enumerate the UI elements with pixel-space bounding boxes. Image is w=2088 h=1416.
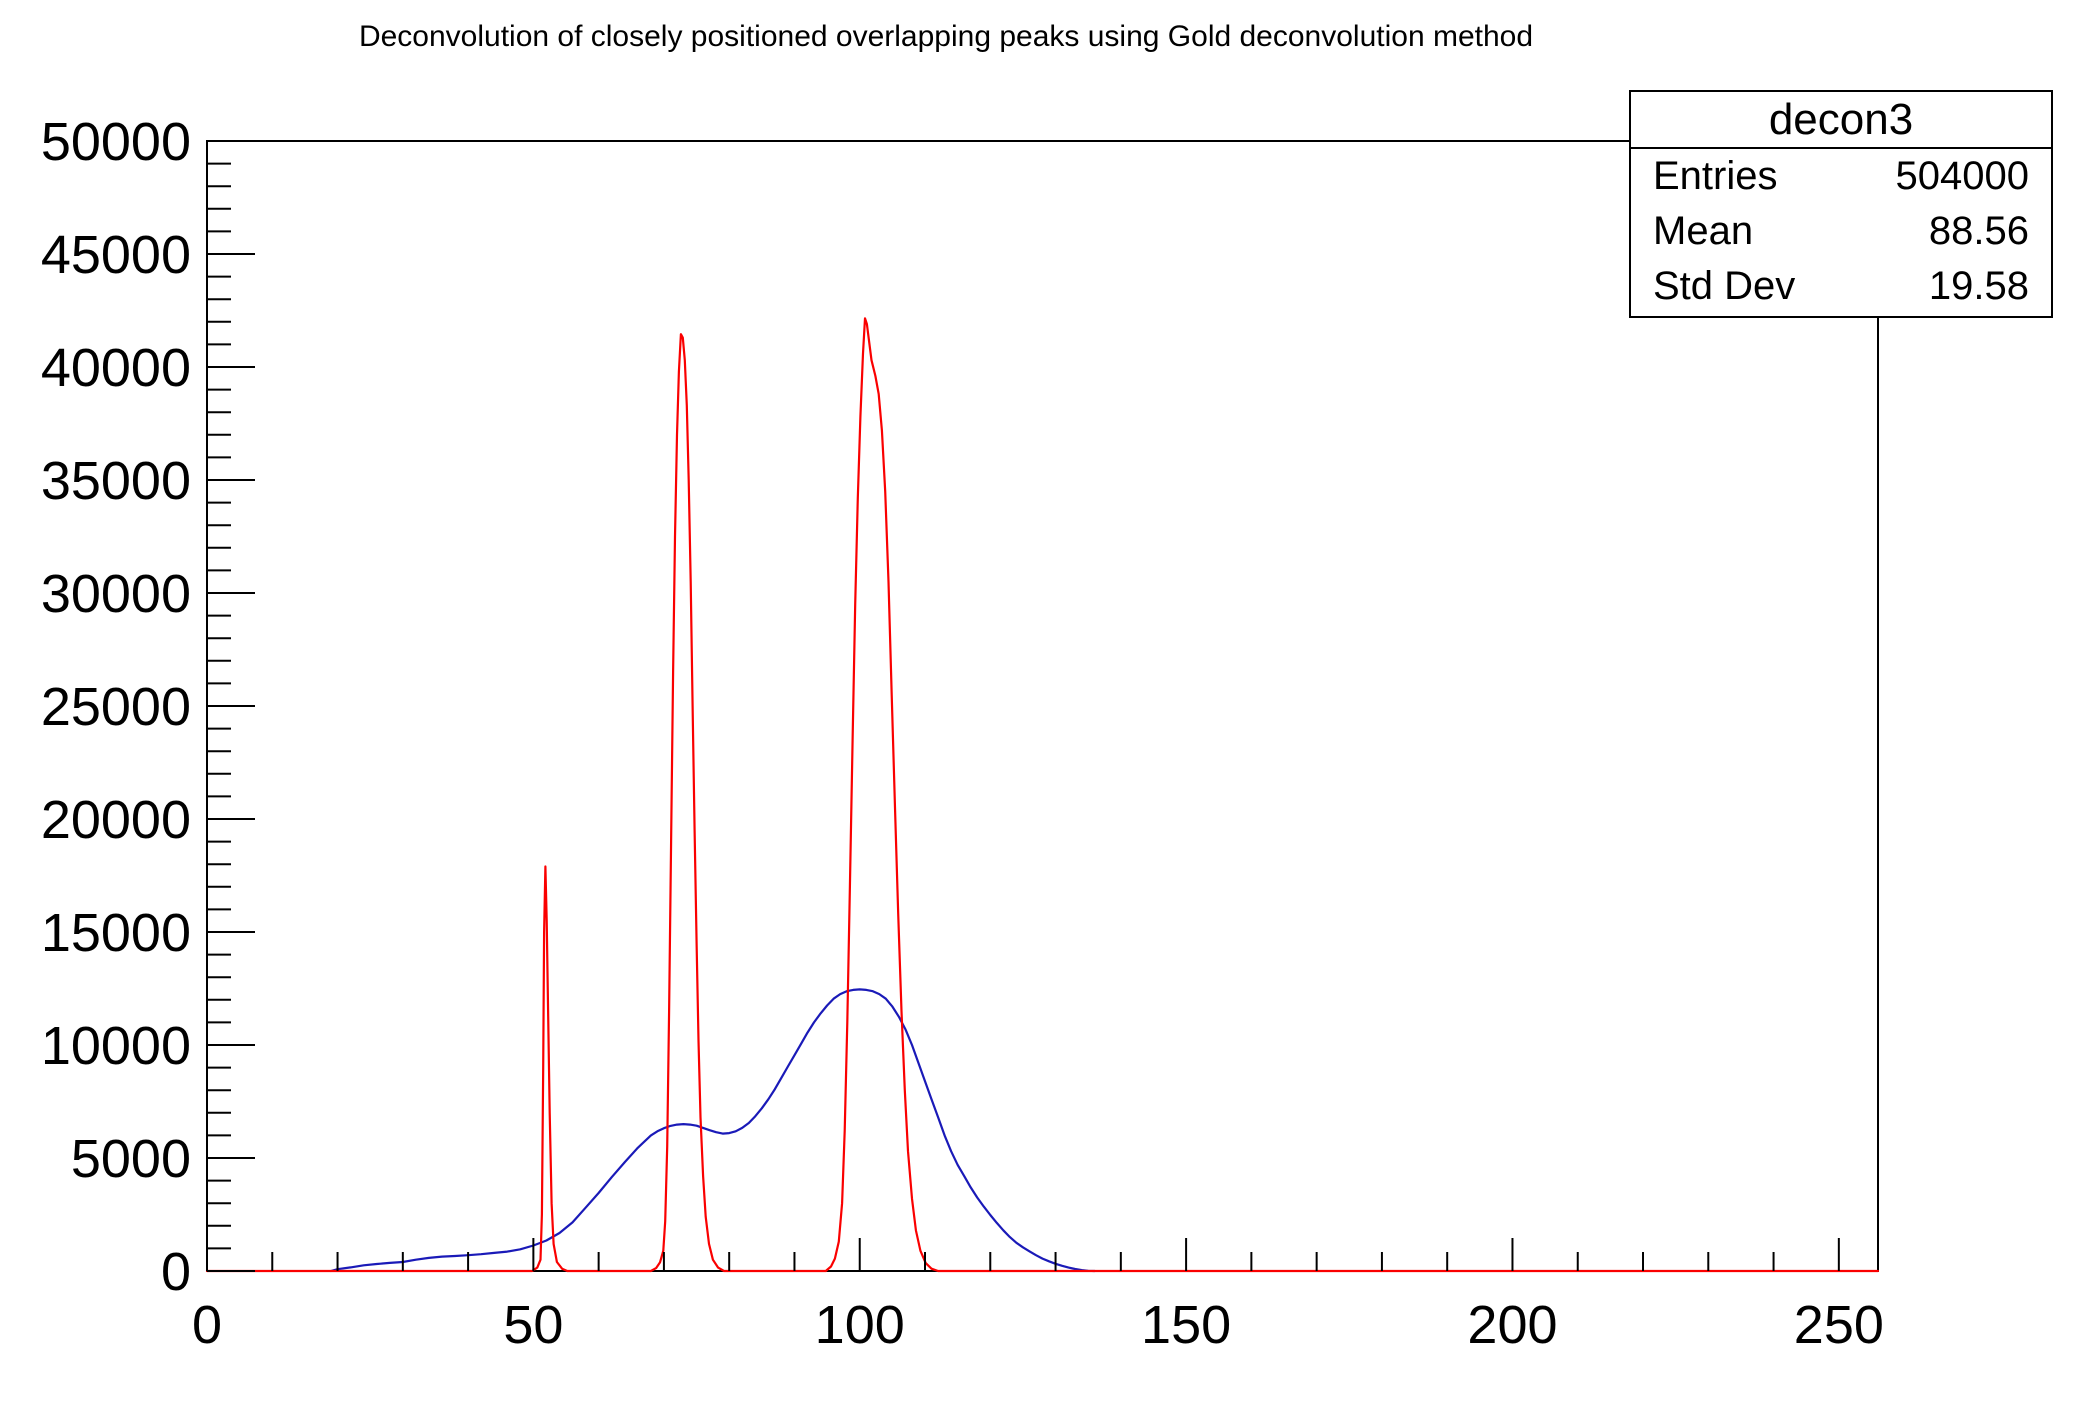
stats-value-mean: 88.56 [1928,209,2029,253]
y-tick-label: 45000 [41,225,191,285]
stats-label-stddev: Std Dev [1653,264,1796,308]
y-tick-label: 25000 [41,677,191,737]
series-line-1-deconvolution [205,317,1880,1273]
x-tick-label: 50 [503,1295,563,1355]
stats-value-stddev: 19.58 [1928,264,2029,308]
y-tick-label: 35000 [41,451,191,511]
y-tick-label: 0 [161,1242,191,1302]
x-tick-label: 150 [1141,1295,1231,1355]
y-tick-label: 15000 [41,903,191,963]
stats-box-rows: Entries 504000 Mean 88.56 Std Dev 19.58 [1631,149,2051,314]
y-tick-label: 5000 [71,1129,191,1189]
stats-box: decon3 Entries 504000 Mean 88.56 Std Dev… [1629,90,2053,318]
plot-frame [206,140,1879,1272]
series-group [205,317,1880,1273]
stats-box-title: decon3 [1631,92,2051,149]
stats-row-mean: Mean 88.56 [1653,204,2029,259]
x-tick-label: 200 [1467,1295,1557,1355]
stats-row-stddev: Std Dev 19.58 [1653,259,2029,314]
stats-row-entries: Entries 504000 [1653,149,2029,204]
axis-ticks-group [206,140,1840,1272]
stats-value-entries: 504000 [1895,154,2029,198]
y-tick-label: 30000 [41,564,191,624]
y-tick-label: 10000 [41,1016,191,1076]
series-line-0-source [329,988,1096,1273]
plot-title: Deconvolution of closely positioned over… [358,20,1534,53]
x-tick-label: 0 [192,1295,222,1355]
stats-label-mean: Mean [1653,209,1754,253]
y-tick-label: 40000 [41,338,191,398]
x-tick-label: 250 [1794,1295,1884,1355]
x-tick-label: 100 [815,1295,905,1355]
stats-label-entries: Entries [1653,154,1778,198]
axis-labels-group: 0 50 100 150 200 250 0 5000 10000 15000 20000 25000… [41,112,1884,1355]
y-tick-label: 50000 [41,112,191,172]
y-tick-label: 20000 [41,790,191,850]
